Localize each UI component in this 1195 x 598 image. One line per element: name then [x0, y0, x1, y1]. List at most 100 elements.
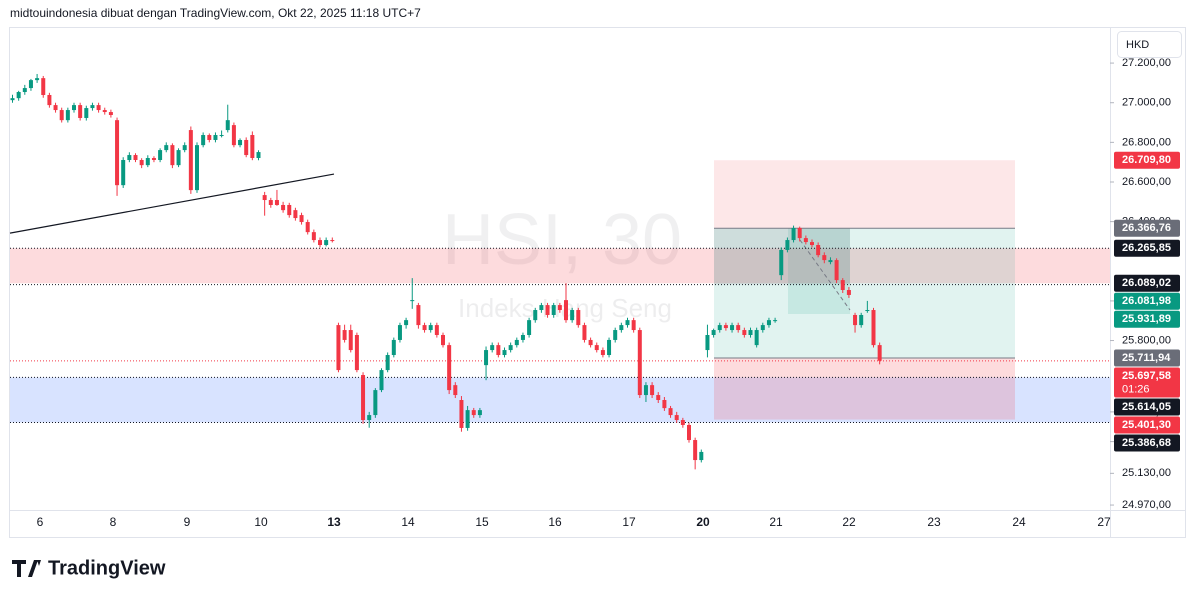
candle-body [65, 110, 70, 121]
candle-body [164, 145, 169, 151]
candle-body [428, 325, 433, 331]
candle-body [539, 305, 544, 311]
candle-body [471, 410, 476, 416]
candle-body [465, 410, 470, 428]
candle-body [293, 210, 298, 219]
candle-body [607, 339, 612, 356]
trade-path [799, 239, 851, 311]
candle-body [22, 88, 27, 93]
candle-body [490, 345, 495, 351]
candle-body [244, 139, 249, 156]
candle-body [625, 320, 630, 326]
candle-body [102, 110, 107, 113]
candle-body [564, 300, 568, 321]
candle-body [699, 451, 704, 461]
zone [10, 248, 1110, 284]
candle-body [53, 105, 58, 111]
candle-body [496, 345, 501, 356]
candle-body [41, 78, 46, 95]
candle-body [576, 310, 581, 326]
candle-body [674, 415, 679, 421]
price-badge-label: 25.711,94 [1122, 352, 1171, 364]
candle-body [121, 159, 126, 186]
candle-body [766, 320, 771, 326]
candle-body [447, 345, 452, 391]
candle-body [520, 334, 525, 340]
candle-body [754, 330, 759, 346]
candle-body [477, 410, 482, 416]
currency: HKD [1126, 39, 1149, 51]
candle-body [656, 395, 661, 401]
price-badge [1114, 239, 1180, 257]
candle-body [231, 125, 236, 146]
candle-body [342, 330, 347, 340]
candle-body [859, 314, 864, 326]
candle-body [865, 310, 870, 312]
candle-body [613, 330, 618, 340]
x-tick-label: 27 [1097, 515, 1111, 529]
candle-body [570, 310, 575, 321]
candle-body [643, 385, 648, 396]
candle-body [90, 105, 95, 109]
candle-body [779, 249, 784, 276]
candle-body [828, 260, 833, 263]
y-tick-label: 27.200,00 [1122, 57, 1171, 69]
candle-body [78, 105, 83, 118]
x-tick-label: 9 [184, 515, 191, 529]
candle-body [397, 325, 402, 340]
price-badge-label: 25.401,30 [1122, 419, 1171, 431]
candle-body [404, 320, 409, 326]
candle-body [803, 238, 808, 243]
candle-body [785, 240, 790, 250]
candle-body [422, 325, 427, 331]
candle-body [379, 370, 384, 391]
currency-button[interactable] [1117, 31, 1182, 58]
candle-body [736, 325, 741, 331]
price-badge [1114, 416, 1180, 434]
x-tick-label: 15 [475, 515, 489, 529]
y-tick-label: 25.130,00 [1122, 467, 1171, 479]
candle-body [281, 204, 286, 211]
candle-body [361, 375, 366, 421]
candle-body [201, 135, 206, 146]
candle-body [773, 320, 778, 322]
candle-body [16, 92, 21, 99]
candle-body [287, 204, 292, 216]
candle-body [557, 305, 562, 311]
candle-body [59, 110, 64, 121]
price-badge-label: 25.614,05 [1122, 401, 1171, 413]
candle-body [151, 158, 156, 160]
candle-body [139, 159, 144, 166]
price-badge [1114, 151, 1180, 169]
candle-body [484, 350, 489, 366]
active-profit [788, 228, 850, 314]
x-tick-label: 22 [842, 515, 856, 529]
candle-body [533, 310, 538, 321]
candle-body [680, 420, 685, 425]
candle-body [810, 242, 814, 246]
candle-body [416, 305, 421, 326]
candle-body [840, 280, 845, 291]
y-tick-label: 26.600,00 [1122, 176, 1171, 188]
candle-body [877, 345, 882, 361]
candle-body [299, 215, 304, 223]
x-tick-label: 24 [1012, 515, 1026, 529]
candle-body [545, 305, 550, 315]
candle-body [35, 78, 40, 81]
x-tick-label: 13 [327, 515, 341, 529]
price-badge [1114, 274, 1180, 292]
price-badge [1114, 349, 1180, 367]
candle-body [711, 330, 716, 335]
candle-body [871, 310, 876, 346]
main-layer [9, 73, 882, 470]
candle-body [816, 245, 821, 256]
candle-body [96, 105, 101, 111]
zone [10, 377, 1110, 423]
x-tick-label: 17 [622, 515, 636, 529]
candle-body [551, 305, 556, 315]
brand: TradingView [48, 557, 166, 579]
candle-body [250, 135, 255, 159]
price-badge-label: 25.386,68 [1122, 437, 1171, 449]
candle-body [508, 345, 513, 351]
candle-body [748, 330, 753, 335]
